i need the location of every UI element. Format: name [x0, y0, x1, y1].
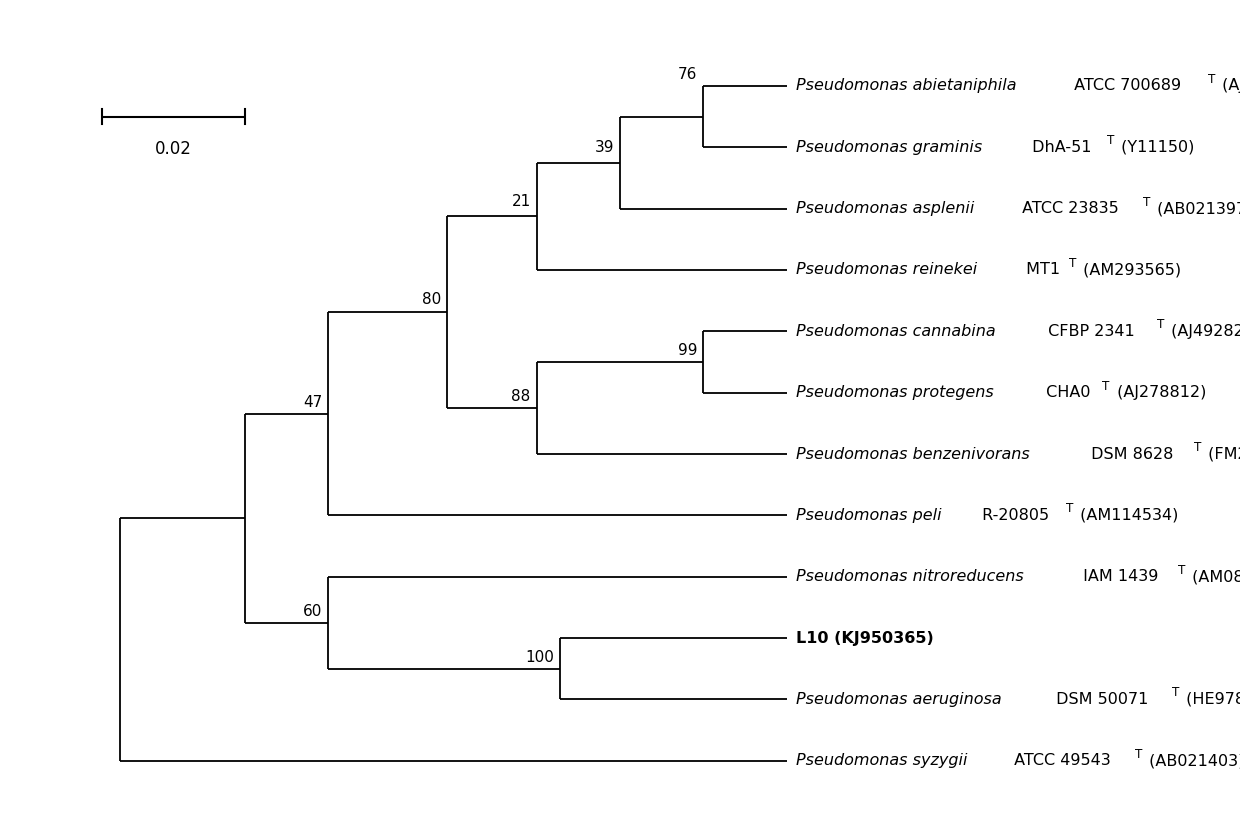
- Text: Pseudomonas reinekei: Pseudomonas reinekei: [796, 263, 977, 277]
- Text: 76: 76: [678, 67, 697, 82]
- Text: R-20805: R-20805: [977, 508, 1049, 523]
- Text: Pseudomonas graminis: Pseudomonas graminis: [796, 140, 982, 155]
- Text: CHA0: CHA0: [1042, 385, 1091, 400]
- Text: 39: 39: [594, 140, 614, 155]
- Text: Pseudomonas peli: Pseudomonas peli: [796, 508, 942, 523]
- Text: (AB021403): (AB021403): [1143, 753, 1240, 769]
- Text: (AJ011504): (AJ011504): [1218, 78, 1240, 93]
- Text: 100: 100: [526, 650, 554, 665]
- Text: 47: 47: [303, 395, 322, 410]
- Text: T: T: [1157, 318, 1164, 331]
- Text: IAM 1439: IAM 1439: [1079, 570, 1158, 584]
- Text: T: T: [1143, 196, 1151, 209]
- Text: MT1: MT1: [1021, 263, 1060, 277]
- Text: ATCC 700689: ATCC 700689: [1069, 78, 1182, 93]
- Text: 60: 60: [303, 604, 322, 619]
- Text: DhA-51: DhA-51: [1027, 140, 1091, 155]
- Text: (AM293565): (AM293565): [1079, 263, 1182, 277]
- Text: DSM 8628: DSM 8628: [1086, 446, 1173, 462]
- Text: Pseudomonas aeruginosa: Pseudomonas aeruginosa: [796, 692, 1002, 707]
- Text: (AJ278812): (AJ278812): [1111, 385, 1207, 400]
- Text: 99: 99: [678, 344, 697, 358]
- Text: DSM 50071: DSM 50071: [1050, 692, 1148, 707]
- Text: Pseudomonas syzygii: Pseudomonas syzygii: [796, 753, 967, 769]
- Text: T: T: [1102, 379, 1110, 392]
- Text: T: T: [1069, 257, 1076, 270]
- Text: Pseudomonas asplenii: Pseudomonas asplenii: [796, 201, 975, 216]
- Text: T: T: [1194, 441, 1202, 454]
- Text: 21: 21: [511, 194, 531, 209]
- Text: Pseudomonas benzenivorans: Pseudomonas benzenivorans: [796, 446, 1030, 462]
- Text: Pseudomonas abietaniphila: Pseudomonas abietaniphila: [796, 78, 1017, 93]
- Text: (HE978271): (HE978271): [1180, 692, 1240, 707]
- Text: (Y11150): (Y11150): [1116, 140, 1194, 155]
- Text: T: T: [1178, 564, 1185, 577]
- Text: 88: 88: [511, 389, 531, 404]
- Text: ATCC 23835: ATCC 23835: [1017, 201, 1118, 216]
- Text: (FM208263): (FM208263): [1203, 446, 1240, 462]
- Text: Pseudomonas cannabina: Pseudomonas cannabina: [796, 324, 996, 339]
- Text: (AB021397): (AB021397): [1152, 201, 1240, 216]
- Text: L10 (KJ950365): L10 (KJ950365): [796, 631, 934, 645]
- Text: T: T: [1135, 747, 1142, 761]
- Text: Pseudomonas protegens: Pseudomonas protegens: [796, 385, 994, 400]
- Text: T: T: [1107, 134, 1115, 147]
- Text: CFBP 2341: CFBP 2341: [1043, 324, 1135, 339]
- Text: 80: 80: [422, 292, 441, 307]
- Text: (AM088473): (AM088473): [1187, 570, 1240, 584]
- Text: Pseudomonas nitroreducens: Pseudomonas nitroreducens: [796, 570, 1024, 584]
- Text: T: T: [1066, 503, 1074, 516]
- Text: 0.02: 0.02: [155, 140, 192, 157]
- Text: ATCC 49543: ATCC 49543: [1008, 753, 1110, 769]
- Text: T: T: [1172, 686, 1179, 699]
- Text: (AM114534): (AM114534): [1075, 508, 1178, 523]
- Text: T: T: [1208, 73, 1215, 86]
- Text: (AJ492827): (AJ492827): [1167, 324, 1240, 339]
